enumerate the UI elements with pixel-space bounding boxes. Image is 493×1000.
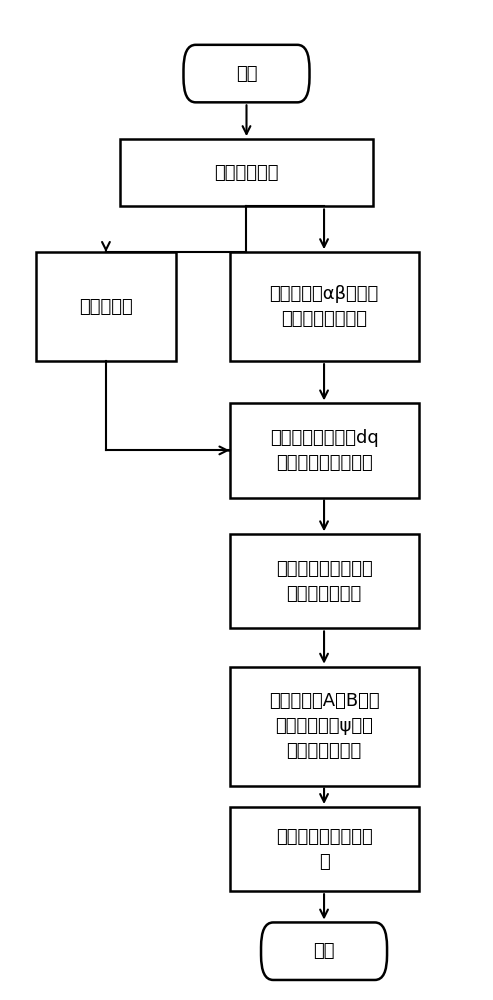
FancyBboxPatch shape xyxy=(261,922,387,980)
Bar xyxy=(230,534,419,628)
Text: 计算电压在正负序dq
坐标系下的电压分量: 计算电压在正负序dq 坐标系下的电压分量 xyxy=(270,429,379,472)
Text: 软件锁相环: 软件锁相环 xyxy=(79,298,133,316)
Bar xyxy=(35,252,176,361)
Bar xyxy=(230,252,419,361)
Bar xyxy=(120,139,373,206)
Text: 开始: 开始 xyxy=(236,65,257,83)
Text: 判断电压暂降及其类
型: 判断电压暂降及其类 型 xyxy=(276,828,372,871)
Text: 计算特征值A、B、负
序角度特征值ψ和正
序电压幅值模长: 计算特征值A、B、负 序角度特征值ψ和正 序电压幅值模长 xyxy=(269,692,379,760)
FancyBboxPatch shape xyxy=(183,45,310,102)
Bar xyxy=(230,667,419,786)
Text: 结束: 结束 xyxy=(313,942,335,960)
Text: 计算电压在αβ旋转坐
标系下的电压分量: 计算电压在αβ旋转坐 标系下的电压分量 xyxy=(269,285,379,328)
Text: 计算电压经正负序解
耦后的电压分量: 计算电压经正负序解 耦后的电压分量 xyxy=(276,560,372,603)
Text: 电网电压采集: 电网电压采集 xyxy=(214,164,279,182)
Bar xyxy=(230,807,419,891)
Bar xyxy=(230,403,419,498)
